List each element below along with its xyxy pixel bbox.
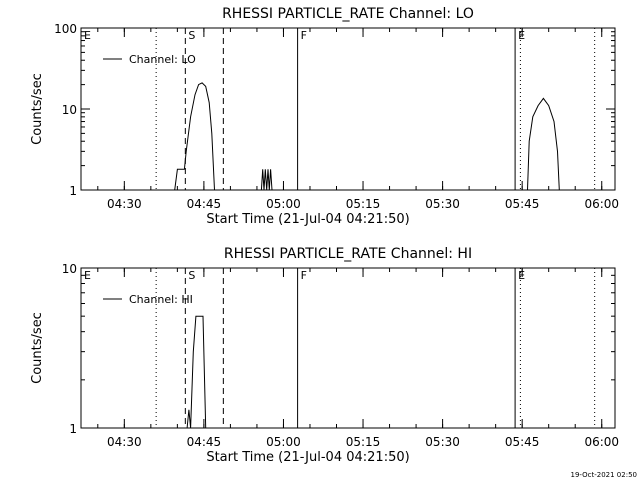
x-tick-label: 05:45 <box>505 435 540 449</box>
y-axis-label: Counts/sec <box>30 73 45 145</box>
x-tick-label: 05:30 <box>425 435 460 449</box>
x-tick-label: 05:30 <box>425 197 460 211</box>
x-axis-label: Start Time (21-Jul-04 04:21:50) <box>206 450 409 465</box>
x-tick-label: 04:30 <box>107 197 142 211</box>
x-tick-label: 06:00 <box>584 435 619 449</box>
legend-label: Channel: LO <box>129 53 196 66</box>
chart-panel-hi: RHESSI PARTICLE_RATE Channel: HI 04:30 04:… <box>30 246 619 465</box>
x-tick-label: 04:30 <box>107 435 142 449</box>
x-tick-label: 05:15 <box>346 197 381 211</box>
chart-panel-lo: RHESSI PARTICLE_RATE Channel: LO 04:30 04:… <box>30 6 619 227</box>
x-tick-label: 04:45 <box>187 435 222 449</box>
x-tick-label: 05:00 <box>266 197 301 211</box>
y-tick-label: 100 <box>54 22 77 36</box>
y-tick-label: 1 <box>69 184 77 198</box>
event-marker-label: E <box>518 29 525 42</box>
series-line <box>186 315 207 429</box>
chart-title: RHESSI PARTICLE_RATE Channel: LO <box>222 6 474 22</box>
x-tick-label: 04:45 <box>187 197 222 211</box>
legend-label: Channel: HI <box>129 293 193 306</box>
y-axis-label: Counts/sec <box>30 312 45 384</box>
x-tick-label: 06:00 <box>584 197 619 211</box>
event-marker-label: E <box>518 269 525 282</box>
event-marker-label: F <box>301 269 307 282</box>
event-marker-label: S <box>188 29 195 42</box>
event-marker-label: S <box>188 269 195 282</box>
footer-timestamp: 19-Oct-2021 02:50 <box>571 471 637 479</box>
event-marker-label: E <box>84 269 91 282</box>
y-tick-label: 1 <box>69 422 77 436</box>
x-tick-label: 05:15 <box>346 435 381 449</box>
x-tick-label: 05:00 <box>266 435 301 449</box>
chart-title: RHESSI PARTICLE_RATE Channel: HI <box>224 246 472 262</box>
plot-frame <box>80 267 616 429</box>
y-tick-label: 10 <box>62 262 77 276</box>
series-line <box>174 82 560 191</box>
event-marker-label: E <box>84 29 91 42</box>
event-marker-label: F <box>301 29 307 42</box>
x-tick-label: 05:45 <box>505 197 540 211</box>
y-tick-label: 10 <box>62 103 77 117</box>
x-axis-label: Start Time (21-Jul-04 04:21:50) <box>206 212 409 227</box>
